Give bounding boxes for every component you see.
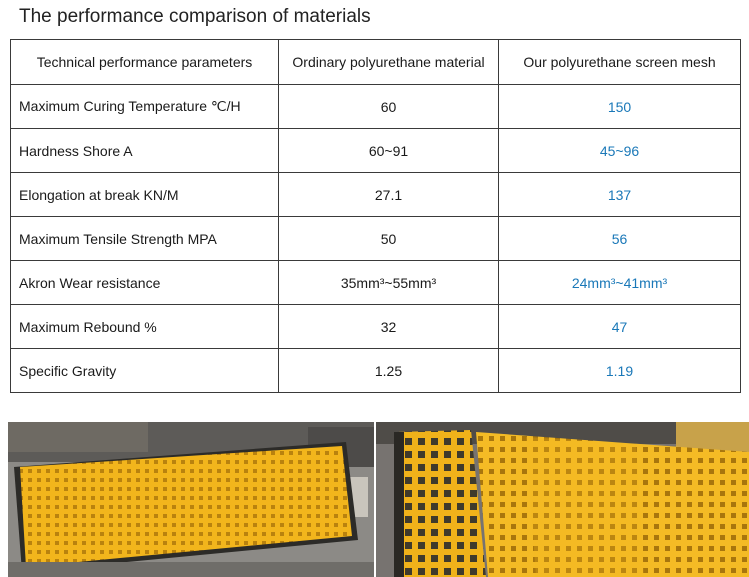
table-row: Maximum Tensile Strength MPA 50 56: [10, 216, 741, 261]
ours-value-cell: 56: [498, 216, 741, 261]
comparison-table: Technical performance parameters Ordinar…: [10, 39, 741, 393]
table-row: Maximum Curing Temperature ℃/H 60 150: [10, 84, 741, 129]
ours-value-cell: 47: [498, 304, 741, 349]
ordinary-value-cell: 1.25: [278, 348, 499, 393]
parameter-cell: Maximum Tensile Strength MPA: [10, 216, 279, 261]
ordinary-value-cell: 35mm³~55mm³: [278, 260, 499, 305]
table-row: Akron Wear resistance 35mm³~55mm³ 24mm³~…: [10, 260, 741, 305]
parameter-cell: Maximum Rebound %: [10, 304, 279, 349]
parameter-cell: Hardness Shore A: [10, 128, 279, 173]
header-parameter: Technical performance parameters: [10, 39, 279, 85]
table-row: Elongation at break KN/M 27.1 137: [10, 172, 741, 217]
ours-value-cell: 24mm³~41mm³: [498, 260, 741, 305]
product-photos: [8, 422, 749, 577]
header-ours: Our polyurethane screen mesh: [498, 39, 741, 85]
screen-panel-image-left: [8, 422, 374, 577]
table-header-row: Technical performance parameters Ordinar…: [10, 39, 741, 85]
ours-value-cell: 1.19: [498, 348, 741, 393]
parameter-cell: Akron Wear resistance: [10, 260, 279, 305]
table-row: Hardness Shore A 60~91 45~96: [10, 128, 741, 173]
ours-value-cell: 150: [498, 84, 741, 129]
ordinary-value-cell: 60~91: [278, 128, 499, 173]
page-title: The performance comparison of materials: [19, 6, 371, 27]
table-row: Specific Gravity 1.25 1.19: [10, 348, 741, 393]
header-ordinary: Ordinary polyurethane material: [278, 39, 499, 85]
table-row: Maximum Rebound % 32 47: [10, 304, 741, 349]
parameter-cell: Elongation at break KN/M: [10, 172, 279, 217]
ordinary-value-cell: 32: [278, 304, 499, 349]
ours-value-cell: 137: [498, 172, 741, 217]
parameter-cell: Maximum Curing Temperature ℃/H: [10, 84, 279, 129]
screen-panel-photo-left: [8, 422, 374, 577]
ordinary-value-cell: 27.1: [278, 172, 499, 217]
parameter-cell: Specific Gravity: [10, 348, 279, 393]
ordinary-value-cell: 60: [278, 84, 499, 129]
ordinary-value-cell: 50: [278, 216, 499, 261]
screen-mesh-image-right: [376, 422, 749, 577]
ours-value-cell: 45~96: [498, 128, 741, 173]
screen-mesh-photo-right: [376, 422, 749, 577]
